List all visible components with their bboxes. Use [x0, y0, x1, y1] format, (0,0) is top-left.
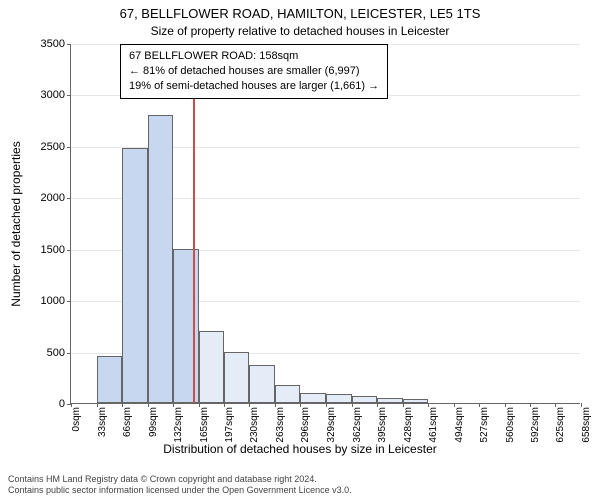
- x-tick-label: 99sqm: [148, 407, 159, 437]
- info-box: 67 BELLFLOWER ROAD: 158sqm ← 81% of deta…: [120, 44, 388, 99]
- x-axis-label: Distribution of detached houses by size …: [0, 442, 600, 456]
- histogram-bar: [275, 385, 301, 404]
- y-tick-mark: [67, 44, 71, 45]
- histogram-bar: [249, 365, 275, 403]
- histogram-bar: [148, 115, 174, 403]
- y-tick-mark: [67, 353, 71, 354]
- chart-container: 67, BELLFLOWER ROAD, HAMILTON, LEICESTER…: [0, 0, 600, 500]
- x-tick-label: 461sqm: [428, 407, 439, 443]
- y-tick-label: 2000: [41, 192, 65, 204]
- x-tick-label: 132sqm: [173, 407, 184, 443]
- x-tick-label: 592sqm: [530, 407, 541, 443]
- histogram-bar: [377, 398, 403, 403]
- footer-line-1: Contains HM Land Registry data © Crown c…: [8, 474, 352, 485]
- histogram-bar: [352, 396, 378, 403]
- x-tick-label: 625sqm: [555, 407, 566, 443]
- y-tick-mark: [67, 147, 71, 148]
- histogram-bar: [403, 399, 429, 403]
- x-tick-label: 362sqm: [352, 407, 363, 443]
- x-tick-label: 230sqm: [249, 407, 260, 443]
- x-tick-label: 165sqm: [199, 407, 210, 443]
- histogram-bar: [224, 352, 250, 403]
- title-sub: Size of property relative to detached ho…: [0, 24, 600, 38]
- y-tick-label: 0: [59, 398, 65, 410]
- x-tick-label: 658sqm: [581, 407, 592, 443]
- y-axis-label: Number of detached properties: [9, 141, 23, 306]
- x-tick-label: 33sqm: [97, 407, 108, 437]
- y-tick-label: 3000: [41, 89, 65, 101]
- x-tick-label: 494sqm: [454, 407, 465, 443]
- info-line-3: 19% of semi-detached houses are larger (…: [129, 79, 379, 94]
- y-tick-mark: [67, 95, 71, 96]
- info-line-1: 67 BELLFLOWER ROAD: 158sqm: [129, 49, 379, 64]
- histogram-bar: [326, 394, 352, 403]
- x-tick-label: 527sqm: [479, 407, 490, 443]
- footer-line-2: Contains public sector information licen…: [8, 485, 352, 496]
- histogram-bar: [199, 331, 225, 403]
- y-tick-mark: [67, 301, 71, 302]
- histogram-bar: [97, 356, 123, 403]
- y-tick-mark: [67, 250, 71, 251]
- title-main: 67, BELLFLOWER ROAD, HAMILTON, LEICESTER…: [0, 6, 600, 21]
- y-tick-label: 1000: [41, 295, 65, 307]
- y-tick-label: 1500: [41, 244, 65, 256]
- histogram-bar: [122, 148, 148, 403]
- x-tick-label: 197sqm: [224, 407, 235, 443]
- x-tick-label: 263sqm: [275, 407, 286, 443]
- x-tick-label: 560sqm: [505, 407, 516, 443]
- x-tick-label: 329sqm: [326, 407, 337, 443]
- x-tick-label: 0sqm: [71, 407, 82, 431]
- x-tick-label: 296sqm: [300, 407, 311, 443]
- footer: Contains HM Land Registry data © Crown c…: [8, 474, 352, 497]
- histogram-bar: [300, 393, 326, 403]
- y-tick-label: 3500: [41, 38, 65, 50]
- x-tick-label: 395sqm: [377, 407, 388, 443]
- x-tick-label: 66sqm: [122, 407, 133, 437]
- y-tick-label: 2500: [41, 141, 65, 153]
- info-line-2: ← 81% of detached houses are smaller (6,…: [129, 64, 379, 79]
- x-tick-label: 428sqm: [403, 407, 414, 443]
- y-tick-mark: [67, 198, 71, 199]
- y-tick-label: 500: [47, 347, 65, 359]
